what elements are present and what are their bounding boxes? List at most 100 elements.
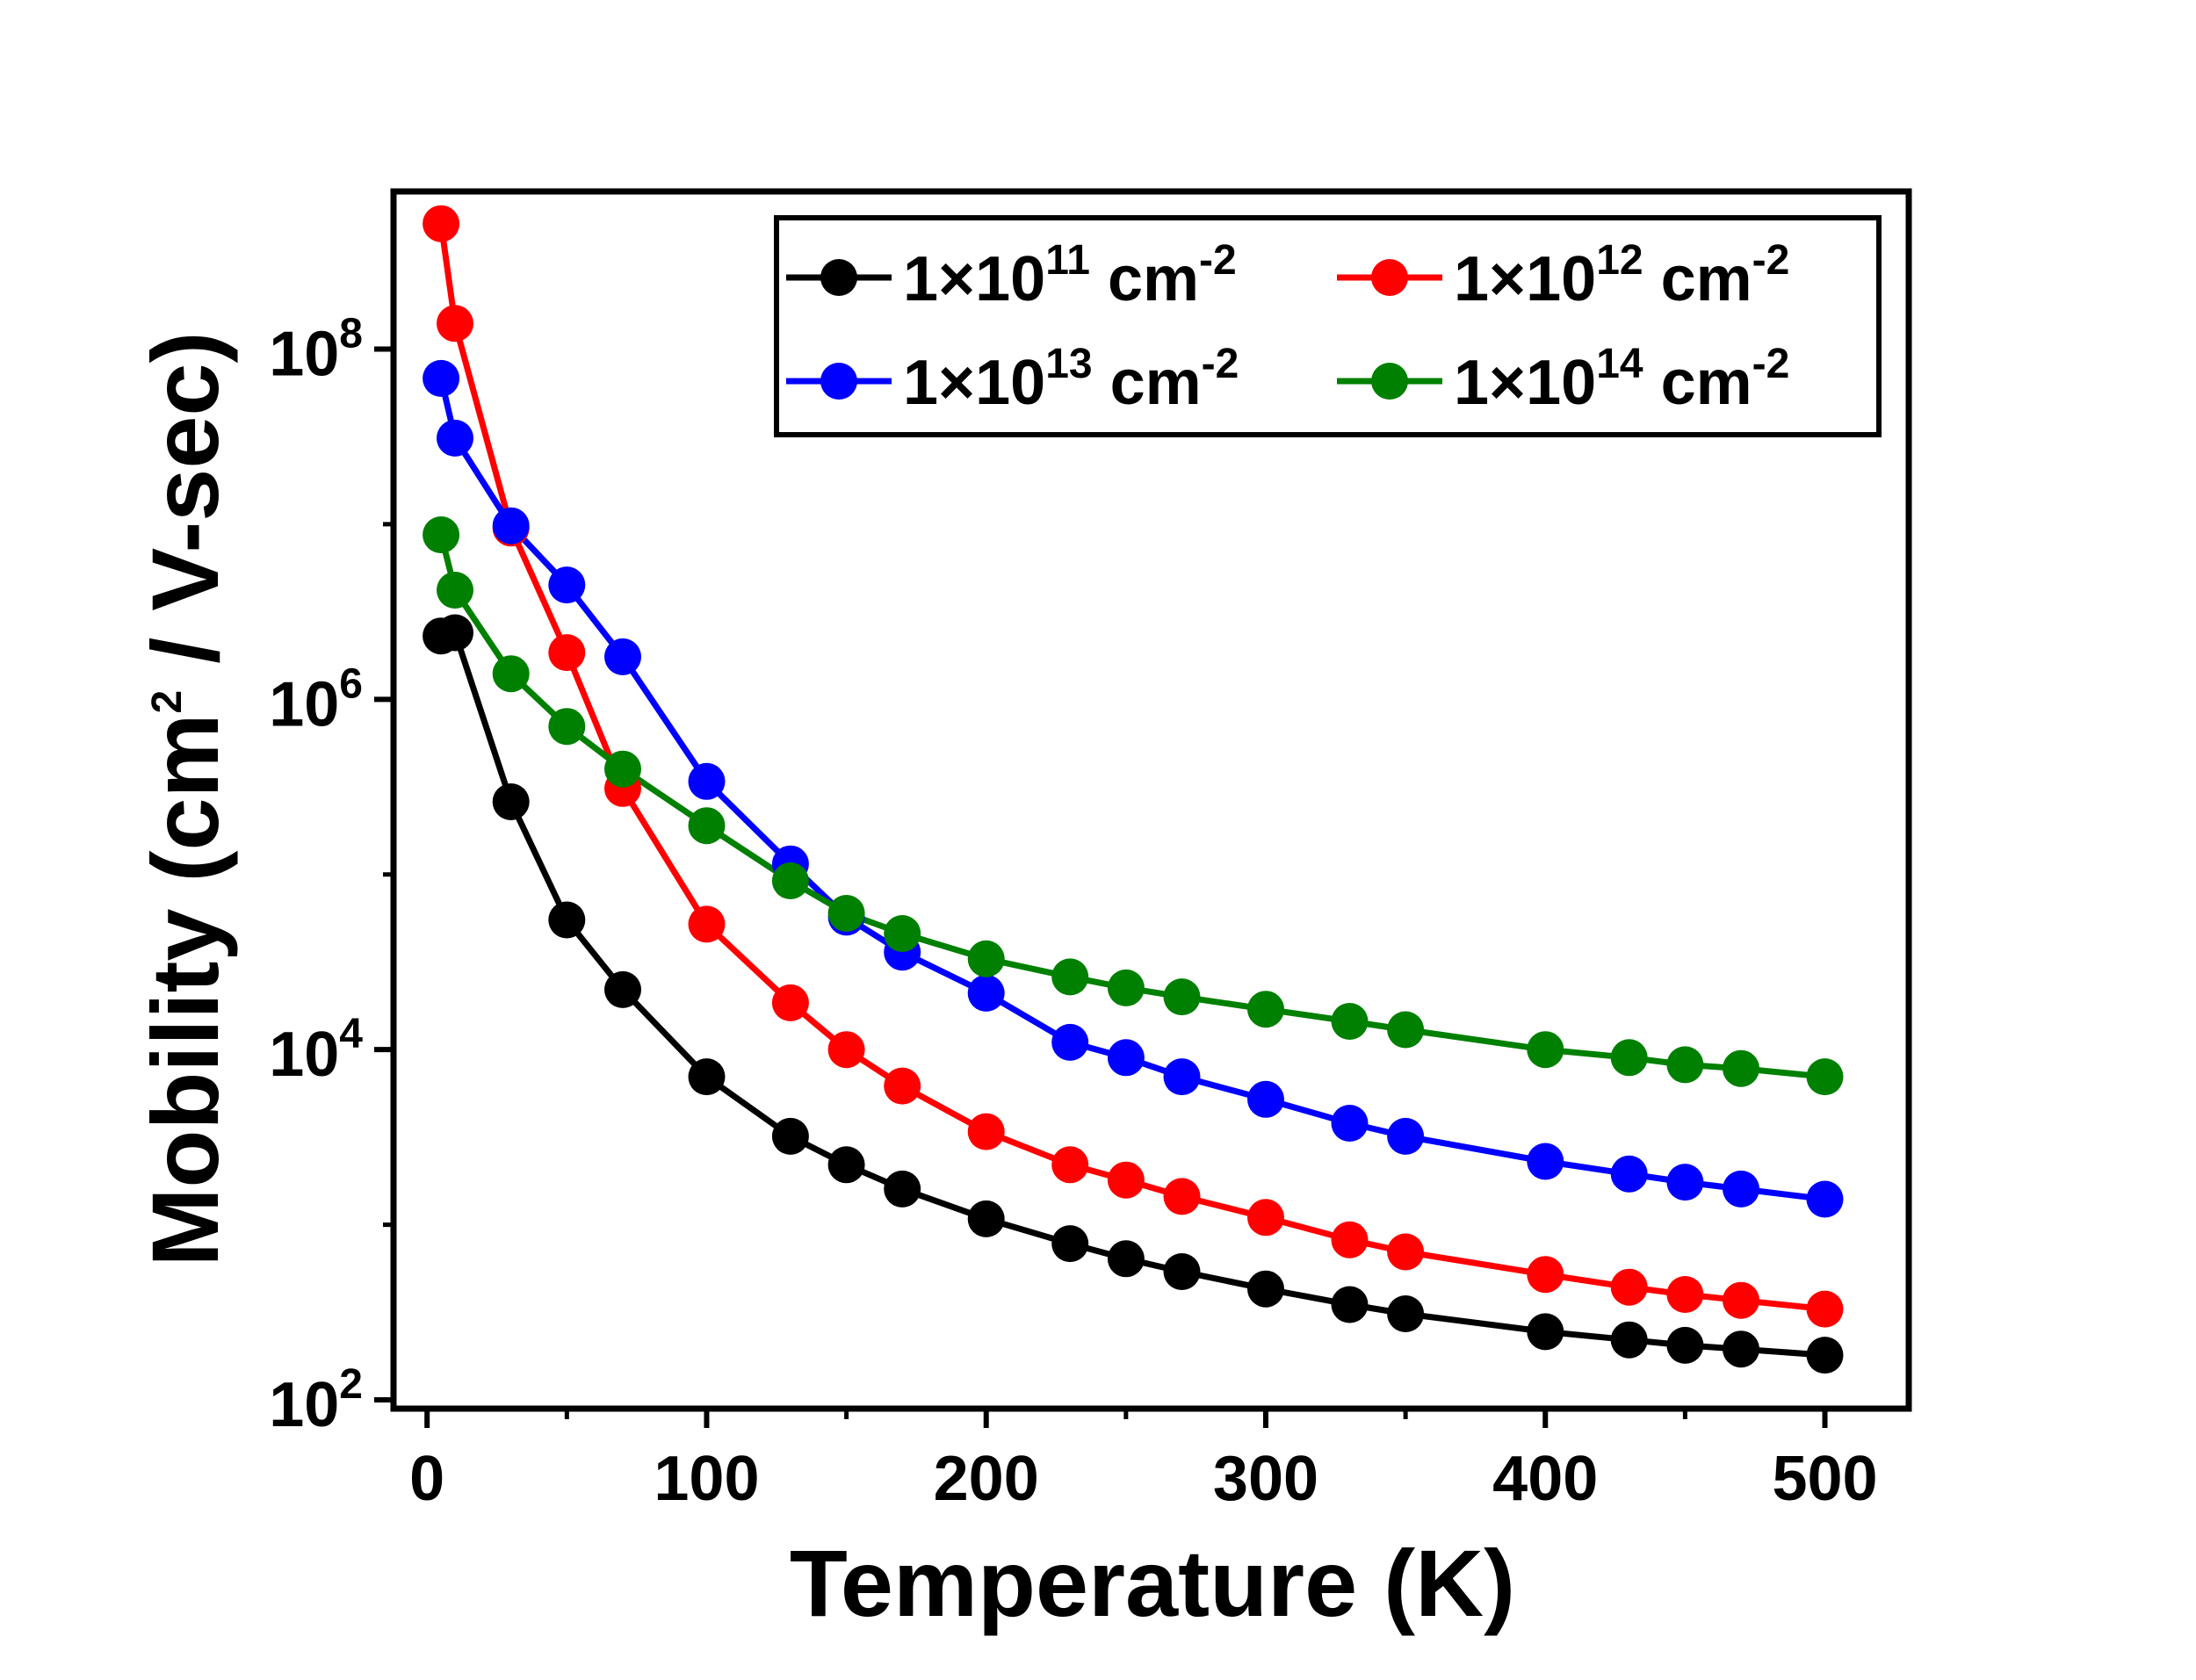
- data-point-s3-15: [1387, 1117, 1425, 1155]
- data-point-s3-5: [688, 762, 726, 800]
- legend-label: 1×1013 cm-2: [903, 341, 1239, 418]
- data-point-s3-4: [604, 638, 641, 675]
- legend: 1×1011 cm-2 1×1012 cm-2 1×1013 cm-2 1×1014 …: [774, 215, 1882, 437]
- x-tick-label: 100: [654, 1444, 759, 1514]
- x-tick-label: 400: [1492, 1444, 1598, 1514]
- data-point-s1-6: [771, 1117, 809, 1155]
- legend-item-2: 1×1012 cm-2: [1337, 237, 1789, 314]
- data-point-s1-3: [548, 901, 586, 939]
- data-point-s4-1: [437, 572, 473, 609]
- data-point-s3-2: [492, 507, 530, 544]
- y-axis-title: Mobility (cm2 / V-sec): [132, 332, 238, 1267]
- legend-item-4: 1×1014 cm-2: [1337, 341, 1789, 418]
- legend-swatch-marker: [1371, 259, 1408, 296]
- data-point-s1-19: [1723, 1330, 1759, 1368]
- data-point-s3-9: [967, 974, 1005, 1012]
- x-tick-label: 500: [1772, 1444, 1877, 1514]
- x-tick-label: 300: [1213, 1444, 1318, 1514]
- data-point-s3-0: [423, 359, 460, 397]
- data-point-s2-8: [884, 1067, 921, 1105]
- data-point-s1-9: [967, 1200, 1005, 1237]
- data-point-s4-14: [1331, 1003, 1369, 1040]
- data-point-s3-20: [1806, 1180, 1844, 1218]
- data-point-s3-18: [1666, 1164, 1704, 1201]
- data-point-s1-11: [1107, 1240, 1145, 1278]
- data-point-s2-11: [1107, 1161, 1145, 1199]
- data-point-s1-18: [1666, 1326, 1704, 1364]
- x-axis: 0 100 200 300 400 500: [409, 1409, 1878, 1514]
- data-point-s1-20: [1806, 1337, 1844, 1374]
- data-point-s4-6: [771, 862, 809, 899]
- data-point-s4-15: [1387, 1011, 1425, 1049]
- data-point-s1-2: [492, 783, 530, 820]
- legend-swatch-marker: [820, 363, 857, 400]
- data-point-s4-11: [1107, 969, 1145, 1006]
- plot-marks: [423, 205, 1844, 1374]
- data-point-s2-0: [423, 205, 460, 242]
- data-point-s2-5: [688, 905, 726, 943]
- data-point-s1-8: [884, 1170, 921, 1208]
- data-point-s4-0: [423, 516, 460, 553]
- data-point-s4-17: [1610, 1039, 1648, 1077]
- data-point-s4-12: [1163, 978, 1201, 1016]
- data-point-s3-1: [437, 419, 473, 457]
- data-point-s3-11: [1107, 1039, 1145, 1077]
- legend-swatch-marker: [1371, 363, 1408, 400]
- data-point-s4-2: [492, 655, 530, 693]
- data-point-s1-17: [1610, 1321, 1648, 1359]
- y-tick-label: 108: [269, 310, 363, 389]
- data-point-s3-3: [548, 566, 586, 604]
- data-point-s1-4: [604, 970, 641, 1008]
- data-point-s4-4: [604, 750, 641, 788]
- y-axis: 102 104 106 108: [269, 310, 394, 1440]
- y-tick-label: 106: [269, 660, 363, 739]
- data-point-s1-10: [1051, 1225, 1089, 1263]
- legend-label: 1×1014 cm-2: [1454, 341, 1789, 418]
- x-tick-label: 200: [934, 1444, 1039, 1514]
- data-point-s1-1: [437, 614, 473, 652]
- data-point-s2-13: [1247, 1199, 1284, 1237]
- data-point-s2-1: [437, 305, 473, 342]
- y-tick-label: 104: [269, 1011, 363, 1090]
- data-point-s1-14: [1331, 1286, 1369, 1323]
- data-point-s4-5: [688, 807, 726, 845]
- data-point-s2-6: [771, 984, 809, 1021]
- data-point-s2-10: [1051, 1146, 1089, 1184]
- data-point-s2-3: [548, 634, 586, 672]
- data-point-s2-19: [1723, 1281, 1759, 1319]
- data-point-s3-19: [1723, 1170, 1759, 1208]
- data-point-s2-15: [1387, 1233, 1425, 1271]
- data-point-s3-16: [1527, 1143, 1564, 1180]
- data-point-s3-13: [1247, 1080, 1284, 1118]
- data-point-s1-16: [1527, 1313, 1564, 1351]
- data-point-s4-19: [1723, 1049, 1759, 1087]
- data-point-s4-16: [1527, 1031, 1564, 1069]
- data-point-s1-13: [1247, 1270, 1284, 1308]
- data-point-s2-12: [1163, 1178, 1201, 1215]
- data-point-s2-17: [1610, 1268, 1648, 1306]
- data-point-s2-7: [827, 1031, 865, 1069]
- data-point-s3-10: [1051, 1023, 1089, 1061]
- y-tick-label: 102: [269, 1361, 363, 1440]
- data-point-s2-14: [1331, 1221, 1369, 1258]
- data-point-s1-12: [1163, 1253, 1201, 1290]
- data-point-s2-18: [1666, 1276, 1704, 1313]
- data-point-s4-20: [1806, 1058, 1844, 1096]
- legend-item-3: 1×1013 cm-2: [786, 341, 1239, 418]
- data-point-s3-12: [1163, 1058, 1201, 1096]
- legend-label: 1×1012 cm-2: [1454, 237, 1789, 314]
- data-point-s4-10: [1051, 958, 1089, 996]
- data-point-s4-7: [827, 895, 865, 932]
- data-point-s2-9: [967, 1113, 1005, 1150]
- data-point-s1-5: [688, 1058, 726, 1096]
- data-point-s2-20: [1806, 1290, 1844, 1328]
- x-axis-title: Temperature (K): [790, 1530, 1515, 1636]
- x-tick-label: 0: [409, 1444, 444, 1514]
- data-point-s4-9: [967, 940, 1005, 977]
- plot-frame: [390, 188, 1912, 1412]
- data-point-s4-13: [1247, 991, 1284, 1028]
- legend-label: 1×1011 cm-2: [903, 237, 1237, 314]
- data-point-s4-18: [1666, 1046, 1704, 1084]
- legend-frame: [774, 215, 1882, 437]
